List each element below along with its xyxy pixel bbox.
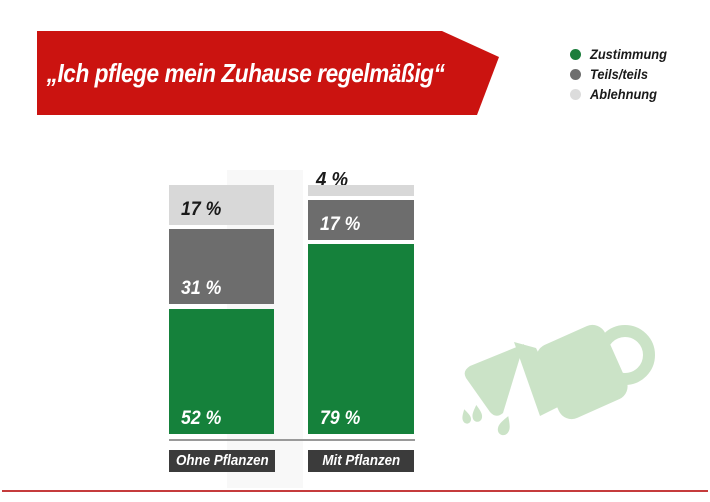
page-title: „Ich pflege mein Zuhause regelmäßig“ [46, 57, 445, 88]
bottom-red-line [2, 490, 708, 492]
water-drop-icon [472, 405, 483, 422]
light-gray-dot-icon [570, 89, 581, 100]
bar-mit-segment-teils: 17 % [308, 200, 414, 240]
legend-label: Teils/teils [590, 67, 648, 82]
bar-mit-segment-zustimmung: 79 % [308, 244, 414, 434]
legend-item-teils: Teils/teils [570, 65, 671, 84]
legend-label: Ablehnung [590, 87, 657, 102]
category-box-mit-pflanzen: Mit Pflanzen [308, 450, 414, 472]
chart-legend: Zustimmung Teils/teils Ablehnung [570, 45, 671, 105]
value-label: 52 % [181, 408, 222, 429]
value-label: 31 % [181, 278, 222, 299]
water-drop-icon [496, 393, 506, 408]
legend-item-zustimmung: Zustimmung [570, 45, 671, 64]
category-label: Mit Pflanzen [322, 453, 400, 469]
baseline-divider [169, 439, 415, 441]
gray-dot-icon [570, 69, 581, 80]
bar-ohne-segment-zustimmung: 52 % [169, 309, 274, 434]
water-drop-icon [462, 409, 471, 424]
value-label: 79 % [320, 408, 361, 429]
category-label: Ohne Pflanzen [175, 453, 269, 469]
legend-label: Zustimmung [590, 47, 667, 62]
bar-mit-segment-ablehnung [308, 185, 414, 196]
category-box-ohne-pflanzen: Ohne Pflanzen [169, 450, 275, 472]
water-drop-icon [497, 416, 510, 436]
title-banner: „Ich pflege mein Zuhause regelmäßig“ [37, 31, 499, 115]
legend-item-ablehnung: Ablehnung [570, 85, 671, 104]
bar-ohne-segment-ablehnung: 17 % [169, 185, 274, 225]
value-label: 17 % [320, 214, 361, 235]
green-dot-icon [570, 49, 581, 60]
bar-ohne-segment-teils: 31 % [169, 229, 274, 304]
watering-can-icon [462, 324, 655, 436]
value-label: 17 % [181, 199, 222, 220]
